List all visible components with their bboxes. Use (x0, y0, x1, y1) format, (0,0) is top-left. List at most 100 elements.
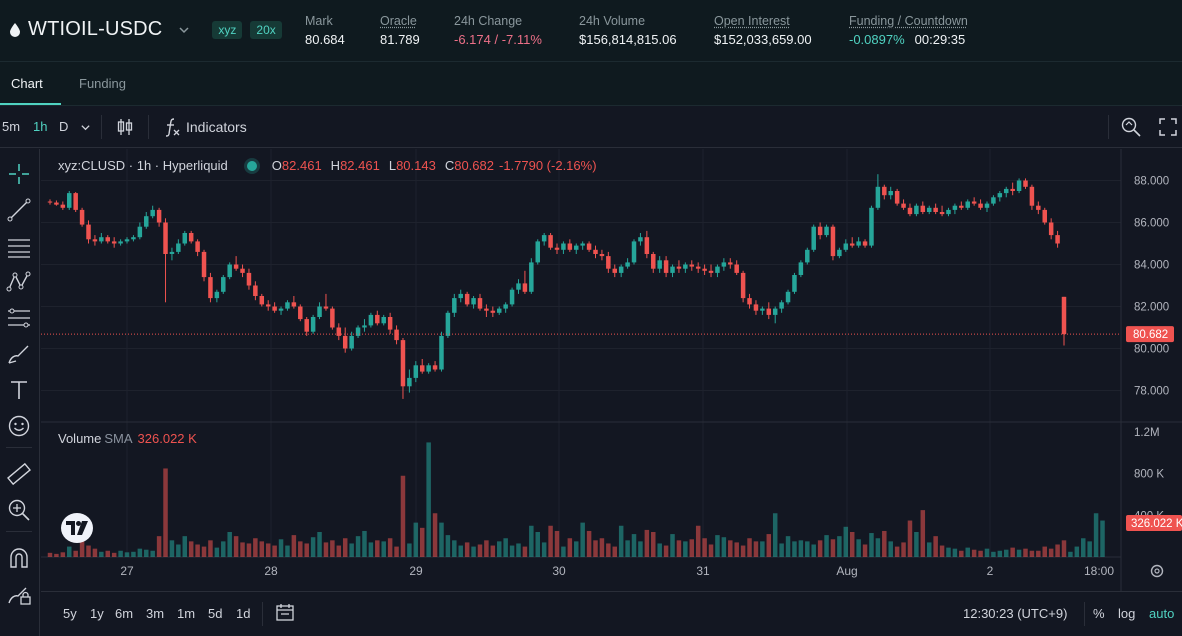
candle-body (541, 235, 547, 242)
volume-bar (349, 543, 354, 557)
time-tick-label: 31 (696, 564, 710, 578)
volume-bar (978, 550, 983, 557)
time-tick-label: 18:00 (1084, 564, 1114, 578)
candle-body (933, 207, 938, 212)
volume-name: Volume (58, 431, 102, 446)
candle-body (47, 201, 53, 203)
volume-bar (336, 545, 342, 557)
candle-body (625, 262, 630, 267)
calendar-range-icon[interactable] (275, 602, 295, 622)
candle-body (1036, 205, 1041, 210)
pair-selector[interactable]: WTIOIL-USDC xyz 20x (10, 18, 282, 41)
range-1y[interactable]: 1y (90, 606, 104, 621)
volume-bar (169, 540, 175, 557)
candle-body (548, 235, 553, 248)
range-1d[interactable]: 1d (236, 606, 251, 621)
candle-body (355, 327, 361, 336)
zoom-reset-icon[interactable] (1120, 116, 1142, 138)
candle-body (529, 262, 534, 292)
volume-bar (516, 543, 521, 557)
volume-bar (259, 541, 265, 557)
volume-bar (317, 532, 322, 557)
emoji-icon[interactable] (6, 413, 32, 439)
zoom-in-icon[interactable] (6, 497, 32, 523)
time-tick-label: Aug (836, 564, 857, 578)
volume-bar (817, 540, 823, 557)
stat-open-interest[interactable]: Open Interest $152,033,659.00 (714, 13, 812, 51)
stat-value: $156,814,815.06 (579, 29, 677, 51)
log-scale-toggle[interactable]: log (1118, 606, 1136, 621)
candle-body (901, 203, 906, 208)
candle-body (208, 277, 213, 299)
volume-bar (574, 541, 579, 557)
candle-body (176, 243, 181, 252)
stat-funding-countdown[interactable]: Funding / Countdown -0.0897% 00:29:35 (849, 13, 968, 51)
volume-bar (503, 538, 508, 557)
range-3m[interactable]: 3m (146, 606, 165, 621)
volume-bar (1048, 548, 1054, 557)
candle-body (118, 241, 123, 244)
volume-bar (599, 538, 605, 557)
magnet-icon[interactable] (6, 545, 32, 571)
pattern-icon[interactable] (6, 269, 32, 295)
timeframe-1h[interactable]: 1h (33, 119, 48, 134)
trend-line-icon[interactable] (6, 197, 32, 223)
text-tool-icon[interactable] (6, 377, 32, 403)
percent-scale-toggle[interactable]: % (1093, 606, 1105, 621)
volume-bar (137, 548, 143, 557)
horizontal-lines-icon[interactable] (6, 233, 32, 259)
candle-body (150, 209, 155, 217)
stat-oracle[interactable]: Oracle 81.789 (380, 13, 420, 51)
candle-body (676, 266, 682, 269)
candle-body (214, 291, 220, 299)
candle-body (612, 268, 618, 273)
candle-body (259, 296, 265, 305)
indicators-button[interactable]: Indicators (186, 119, 247, 135)
range-5y[interactable]: 5y (63, 606, 77, 621)
volume-bar (105, 550, 111, 557)
tab-chart[interactable]: Chart (11, 76, 43, 91)
stat-label: Mark (305, 14, 333, 28)
candlestick-type-icon[interactable] (115, 117, 135, 137)
fib-tool-icon[interactable] (6, 305, 32, 331)
candle-body (734, 264, 739, 273)
volume-bar (86, 545, 91, 557)
active-tab-indicator (0, 103, 61, 105)
candle-body (811, 226, 816, 250)
clock-timezone[interactable]: 12:30:23 (UTC+9) (963, 606, 1068, 621)
candle-body (137, 226, 143, 238)
price-chart[interactable]: 88.000 86.000 84.000 82.000 80.000 78.000 1.2M… (0, 106, 1182, 591)
stat-value: -0.0897% 00:29:35 (849, 29, 968, 51)
candle-body (432, 365, 438, 370)
stat-label: 24h Volume (579, 14, 646, 28)
volume-bar (278, 539, 284, 557)
ruler-icon[interactable] (6, 461, 32, 487)
timeframe-d[interactable]: D (59, 119, 69, 134)
brush-icon[interactable] (6, 341, 32, 367)
function-icon[interactable] (162, 116, 182, 138)
lock-drawing-icon[interactable] (6, 581, 32, 607)
auto-scale-toggle[interactable]: auto (1149, 606, 1175, 621)
candle-body (683, 264, 688, 269)
candle-body (772, 308, 778, 315)
candle-body (843, 243, 849, 250)
volume-bar (432, 513, 438, 557)
candle-body (310, 317, 316, 332)
fullscreen-icon[interactable] (1158, 117, 1178, 137)
range-1m[interactable]: 1m (177, 606, 196, 621)
volume-bar (47, 552, 53, 557)
candle-body (663, 260, 669, 273)
bottom-divider (1084, 602, 1085, 626)
timeframe-5m[interactable]: 5m (2, 119, 21, 134)
volume-bar (991, 551, 996, 557)
candle-body (92, 239, 98, 242)
volume-bar (1093, 513, 1099, 557)
tab-funding[interactable]: Funding (79, 76, 126, 91)
volume-bar (342, 538, 348, 557)
crosshair-icon[interactable] (6, 161, 32, 187)
chevron-down-icon[interactable] (80, 122, 91, 133)
range-6m[interactable]: 6m (115, 606, 134, 621)
chevron-down-icon[interactable] (178, 24, 190, 36)
range-5d[interactable]: 5d (208, 606, 223, 621)
volume-bar (830, 539, 836, 557)
